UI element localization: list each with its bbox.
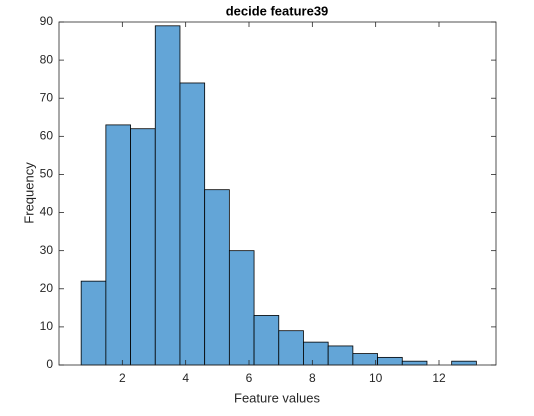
bar <box>327 345 354 366</box>
y-tick-label: 40 <box>40 205 54 219</box>
x-tick-label: 6 <box>246 371 253 385</box>
x-tick-label: 4 <box>182 371 189 385</box>
x-tick-label: 12 <box>432 371 446 385</box>
x-tick-label: 8 <box>309 371 316 385</box>
bar <box>278 330 304 366</box>
bar <box>154 25 181 366</box>
chart-title: decide feature39 <box>226 3 329 18</box>
x-axis-label: Feature values <box>234 390 320 405</box>
y-tick-label: 60 <box>40 129 54 143</box>
bar <box>179 82 206 366</box>
bar <box>204 189 230 366</box>
bar <box>80 280 107 366</box>
y-tick-label: 70 <box>40 90 54 104</box>
bar <box>105 124 131 366</box>
bar <box>451 360 477 366</box>
y-tick-label: 20 <box>40 281 54 295</box>
bar <box>253 315 280 366</box>
bar <box>228 250 255 366</box>
bar <box>352 353 378 366</box>
y-tick-label: 0 <box>46 357 53 371</box>
bar <box>377 356 403 366</box>
bar <box>401 360 428 366</box>
y-tick-label: 80 <box>40 52 54 66</box>
x-tick-label: 10 <box>369 371 383 385</box>
axes-box <box>58 21 497 366</box>
x-tick-label: 2 <box>119 371 126 385</box>
y-tick-label: 50 <box>40 167 54 181</box>
y-axis-label: Frequency <box>21 162 36 224</box>
y-tick-label: 30 <box>40 243 54 257</box>
bar <box>303 341 329 366</box>
y-tick-label: 90 <box>40 14 54 28</box>
y-tick-label: 10 <box>40 319 54 333</box>
bar <box>130 128 156 366</box>
